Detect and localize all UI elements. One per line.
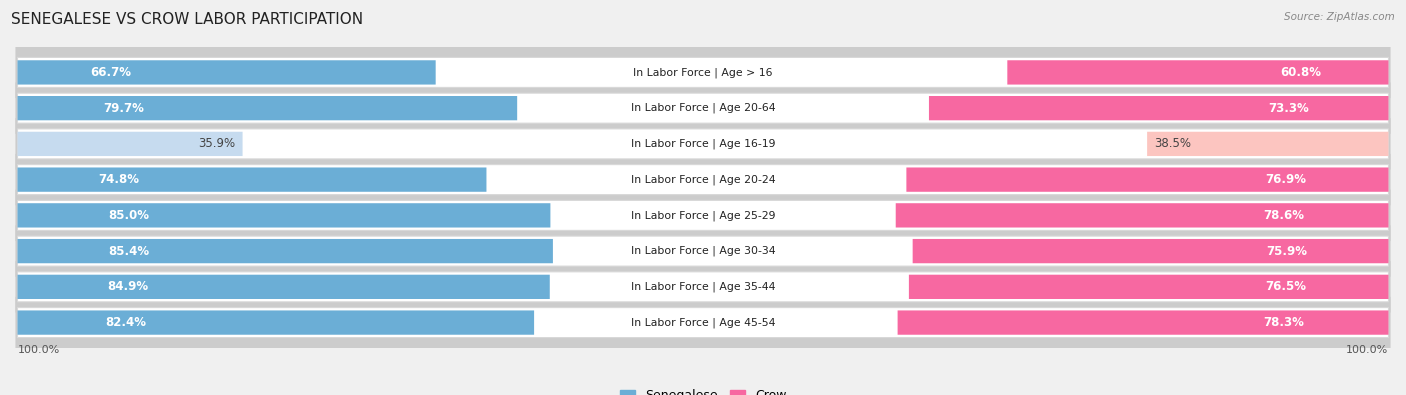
Text: In Labor Force | Age 25-29: In Labor Force | Age 25-29 [631,210,775,221]
FancyBboxPatch shape [912,239,1389,263]
Text: In Labor Force | Age 20-64: In Labor Force | Age 20-64 [631,103,775,113]
FancyBboxPatch shape [907,167,1389,192]
Text: 85.4%: 85.4% [108,245,149,258]
Text: 85.0%: 85.0% [108,209,149,222]
Text: In Labor Force | Age 16-19: In Labor Force | Age 16-19 [631,139,775,149]
FancyBboxPatch shape [15,297,1391,348]
FancyBboxPatch shape [15,261,1391,312]
FancyBboxPatch shape [17,132,243,156]
FancyBboxPatch shape [17,57,1389,87]
Text: 100.0%: 100.0% [1347,345,1389,355]
FancyBboxPatch shape [17,272,1389,302]
Text: 78.3%: 78.3% [1264,316,1305,329]
FancyBboxPatch shape [15,118,1391,169]
Text: SENEGALESE VS CROW LABOR PARTICIPATION: SENEGALESE VS CROW LABOR PARTICIPATION [11,12,363,27]
Text: 35.9%: 35.9% [198,137,236,150]
FancyBboxPatch shape [17,236,1389,266]
Text: 73.3%: 73.3% [1268,102,1309,115]
Text: 75.9%: 75.9% [1265,245,1306,258]
FancyBboxPatch shape [15,190,1391,241]
FancyBboxPatch shape [929,96,1389,120]
FancyBboxPatch shape [15,226,1391,277]
FancyBboxPatch shape [896,203,1389,228]
FancyBboxPatch shape [15,154,1391,205]
FancyBboxPatch shape [897,310,1389,335]
FancyBboxPatch shape [17,308,1389,338]
Text: 78.6%: 78.6% [1263,209,1305,222]
Text: In Labor Force | Age > 16: In Labor Force | Age > 16 [633,67,773,78]
Legend: Senegalese, Crow: Senegalese, Crow [614,384,792,395]
Text: 74.8%: 74.8% [98,173,139,186]
Text: 84.9%: 84.9% [108,280,149,293]
Text: 82.4%: 82.4% [105,316,146,329]
FancyBboxPatch shape [17,275,550,299]
FancyBboxPatch shape [17,60,436,85]
Text: 100.0%: 100.0% [17,345,59,355]
Text: In Labor Force | Age 20-24: In Labor Force | Age 20-24 [631,174,775,185]
FancyBboxPatch shape [17,200,1389,230]
Text: In Labor Force | Age 45-54: In Labor Force | Age 45-54 [631,317,775,328]
Text: 66.7%: 66.7% [90,66,132,79]
FancyBboxPatch shape [1147,132,1389,156]
FancyBboxPatch shape [15,47,1391,98]
Text: 38.5%: 38.5% [1154,137,1191,150]
FancyBboxPatch shape [17,203,550,228]
Text: 76.9%: 76.9% [1265,173,1306,186]
FancyBboxPatch shape [17,165,1389,195]
FancyBboxPatch shape [1007,60,1389,85]
FancyBboxPatch shape [17,93,1389,123]
Text: Source: ZipAtlas.com: Source: ZipAtlas.com [1284,12,1395,22]
Text: 60.8%: 60.8% [1279,66,1322,79]
FancyBboxPatch shape [17,129,1389,159]
FancyBboxPatch shape [17,310,534,335]
Text: In Labor Force | Age 30-34: In Labor Force | Age 30-34 [631,246,775,256]
Text: In Labor Force | Age 35-44: In Labor Force | Age 35-44 [631,282,775,292]
FancyBboxPatch shape [15,83,1391,134]
FancyBboxPatch shape [17,239,553,263]
FancyBboxPatch shape [908,275,1389,299]
Text: 79.7%: 79.7% [103,102,143,115]
FancyBboxPatch shape [17,167,486,192]
Text: 76.5%: 76.5% [1265,280,1306,293]
FancyBboxPatch shape [17,96,517,120]
